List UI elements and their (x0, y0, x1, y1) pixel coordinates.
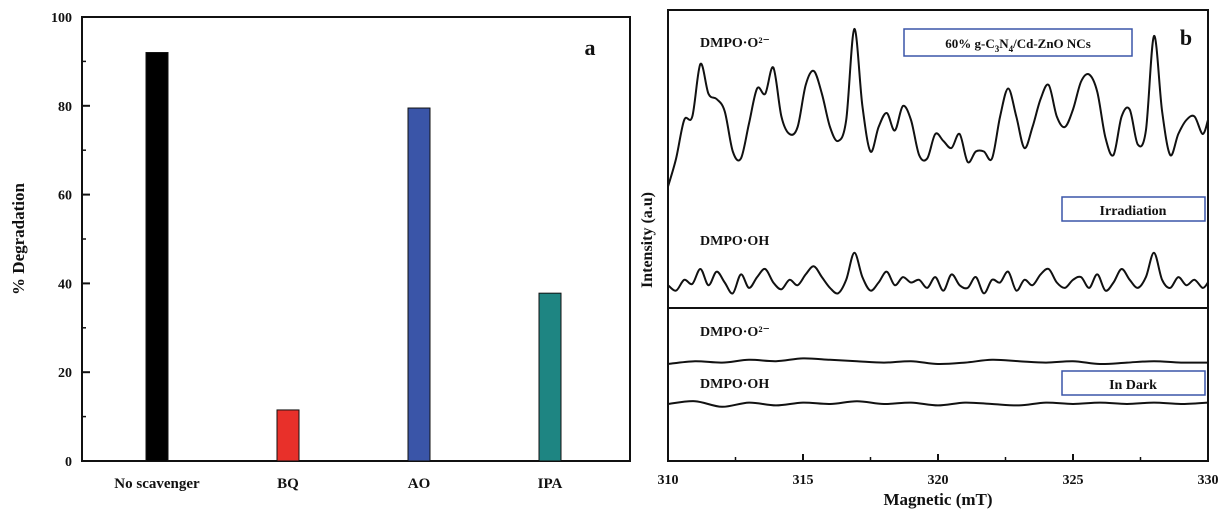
bar-ao (407, 107, 431, 462)
panel-a-x-tick-labels: No scavenger BQ AO IPA (114, 476, 562, 492)
x-tick-label: 310 (658, 473, 679, 488)
y-tick-label: 0 (65, 455, 72, 470)
x-tick-label: 330 (1198, 473, 1219, 488)
series-label-dark-oh: DMPO·OH (700, 377, 769, 392)
panel-a-y-ticks: 0 20 40 60 80 100 (51, 11, 90, 470)
x-tick-label: IPA (538, 476, 563, 492)
y-tick-label: 80 (58, 100, 72, 115)
sample-label-box (903, 28, 1133, 57)
y-tick-label: 40 (58, 277, 72, 292)
panel-b-x-ticks: 310 315 320 325 330 (658, 454, 1219, 488)
trace-dark-oh (667, 400, 1209, 408)
series-label-dark-o2: DMPO·O²⁻ (700, 325, 770, 340)
panel-b-spectra: 310 315 320 325 330 b 60% g-C3N4/Cd-ZnO NCs … (639, 9, 1219, 509)
panel-a-bars (145, 52, 562, 462)
x-tick-label: 315 (793, 473, 814, 488)
panel-a-y-axis-label: % Degradation (9, 183, 28, 295)
panel-a-bar-chart: 0 20 40 60 80 100 No scavenger BQ AO IPA a % Deg… (9, 11, 631, 492)
x-tick-label: No scavenger (114, 476, 200, 492)
y-tick-label: 100 (51, 11, 72, 26)
panel-b-y-axis-label: Intensity (a.u) (639, 192, 656, 288)
x-tick-label: 320 (928, 473, 949, 488)
series-label-irr-oh: DMPO·OH (700, 234, 769, 249)
panel-b-label: b (1180, 25, 1192, 50)
x-tick-label: BQ (277, 476, 299, 492)
irradiation-label: Irradiation (1100, 204, 1167, 219)
trace-irradiation-o2 (667, 27, 1209, 187)
x-tick-label: AO (408, 476, 431, 492)
panel-b-traces (667, 27, 1209, 408)
panel-b-x-axis-label: Magnetic (mT) (883, 490, 992, 509)
series-label-irr-o2: DMPO·O²⁻ (700, 36, 770, 51)
trace-dark-o2 (667, 357, 1209, 366)
panel-a-label: a (585, 35, 596, 60)
irradiation-label-box (1061, 196, 1206, 222)
dark-label-box (1061, 370, 1206, 396)
bar-bq (276, 409, 300, 462)
y-tick-label: 60 (58, 189, 72, 204)
bar-no-scavenger (145, 52, 169, 462)
sample-label: 60% g-C3N4/Cd-ZnO NCs (945, 36, 1091, 54)
trace-irradiation-oh (667, 251, 1209, 295)
bar-ipa (538, 292, 562, 462)
x-tick-label: 325 (1063, 473, 1084, 488)
dark-label: In Dark (1109, 378, 1157, 393)
y-tick-label: 20 (58, 366, 72, 381)
